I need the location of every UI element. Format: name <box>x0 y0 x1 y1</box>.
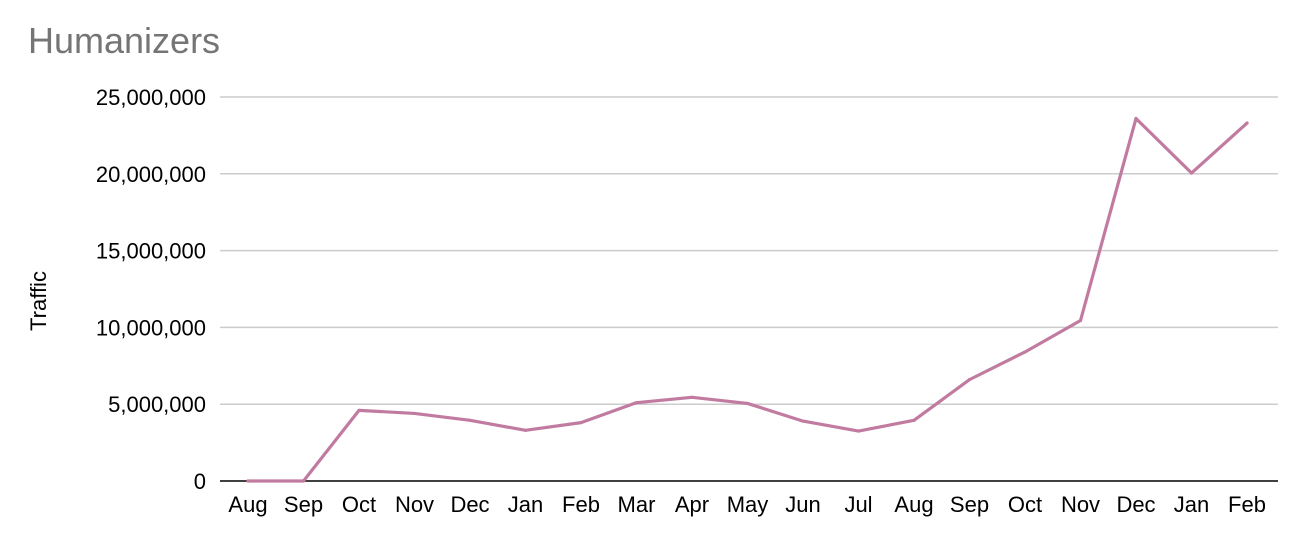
y-axis-ticks: 0 5,000,000 10,000,000 15,000,000 20,000,000… <box>96 85 206 494</box>
x-tick-label: Oct <box>342 492 376 517</box>
data-point <box>967 378 972 382</box>
y-tick-label: 10,000,000 <box>96 315 206 340</box>
chart-title: Humanizers <box>28 20 221 61</box>
data-point <box>634 401 639 405</box>
x-tick-label: Dec <box>450 492 489 517</box>
data-point <box>468 418 472 422</box>
y-tick-label: 0 <box>194 469 206 494</box>
x-tick-label: Jan <box>1174 492 1209 517</box>
data-point <box>523 428 528 432</box>
x-tick-label: Aug <box>894 492 933 517</box>
x-tick-label: Oct <box>1008 492 1042 517</box>
series-layer <box>246 116 1249 483</box>
y-tick-label: 5,000,000 <box>108 392 206 417</box>
x-tick-label: Jun <box>785 492 820 517</box>
x-tick-label: Apr <box>675 492 709 517</box>
data-point <box>1189 171 1194 175</box>
data-point <box>1245 121 1249 125</box>
x-tick-label: Aug <box>228 492 267 517</box>
x-tick-label: Nov <box>1061 492 1100 517</box>
data-point <box>801 419 805 423</box>
x-tick-label: Feb <box>1228 492 1266 517</box>
x-axis-ticks: Aug Sep Oct Nov Dec Jan Feb Mar Apr May Jun Jul Aug S… <box>228 492 1266 517</box>
x-tick-label: Nov <box>395 492 434 517</box>
data-point <box>357 408 361 412</box>
x-tick-label: Jul <box>844 492 872 517</box>
data-point <box>1134 116 1138 121</box>
data-point <box>856 429 861 433</box>
data-point <box>1078 318 1083 323</box>
x-tick-label: May <box>727 492 769 517</box>
data-point <box>412 411 417 416</box>
data-point <box>1023 350 1027 354</box>
x-tick-label: Dec <box>1116 492 1155 517</box>
gridlines <box>220 96 1278 482</box>
y-tick-label: 20,000,000 <box>96 162 206 187</box>
y-tick-label: 25,000,000 <box>96 85 206 110</box>
x-tick-label: Sep <box>284 492 323 517</box>
data-point <box>912 418 916 422</box>
x-tick-label: Feb <box>562 492 600 517</box>
data-point <box>301 479 306 483</box>
x-tick-label: Sep <box>950 492 989 517</box>
x-tick-label: Jan <box>508 492 543 517</box>
data-point <box>246 479 250 483</box>
data-point <box>745 401 750 406</box>
data-point <box>690 395 694 399</box>
x-tick-label: Mar <box>618 492 656 517</box>
y-tick-label: 15,000,000 <box>96 239 206 264</box>
series-line <box>246 116 1249 483</box>
data-point <box>579 421 583 425</box>
y-axis-label: Traffic <box>26 271 51 331</box>
